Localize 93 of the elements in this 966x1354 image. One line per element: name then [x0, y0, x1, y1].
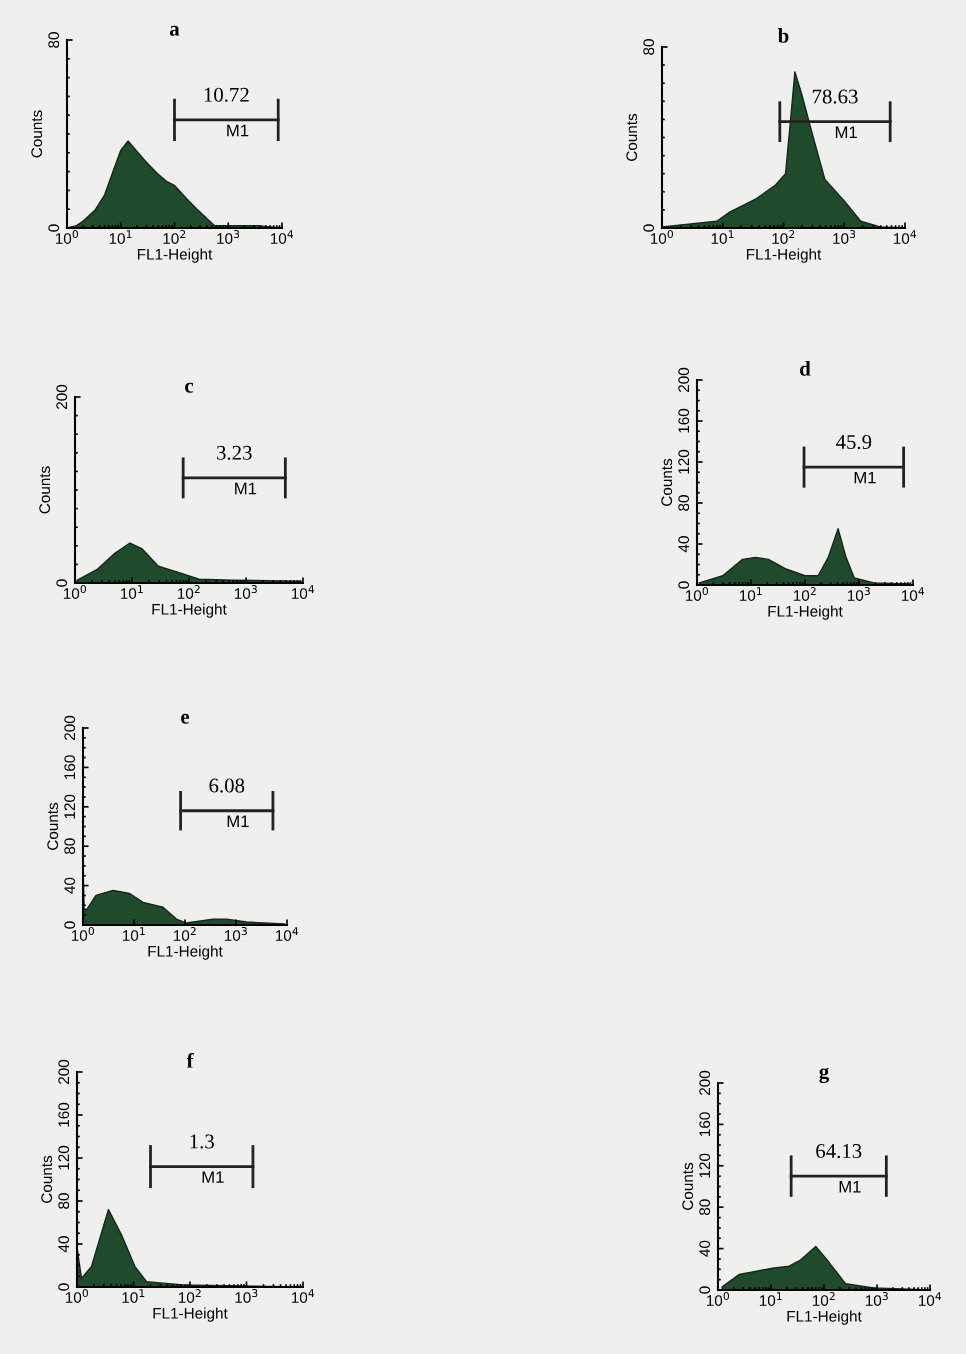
x-axis-title: FL1-Height: [152, 603, 227, 618]
x-tick-label: 10$^{2}$: [178, 1289, 201, 1303]
series-label: M1: [835, 126, 857, 138]
y-tick-label: 200: [58, 1059, 70, 1084]
x-tick-label: 10$^{4}$: [918, 1292, 942, 1306]
x-axis-title: FL1-Height: [148, 945, 223, 960]
annotation: 6.08: [209, 778, 245, 793]
series-label: M1: [235, 482, 257, 495]
y-tick-label: 160: [699, 1112, 711, 1136]
y-tick-label: 0: [58, 1283, 70, 1291]
y-axis-title: Counts: [47, 802, 59, 850]
series-label: M1: [227, 124, 249, 137]
x-tick-label: 10$^{1}$: [120, 585, 143, 599]
x-tick-label: 10$^{4}$: [275, 927, 299, 941]
y-tick-label: 120: [678, 449, 690, 474]
x-axis-title: FL1-Height: [153, 1307, 228, 1322]
annotation: 3.23: [217, 445, 252, 460]
y-tick-label: 80: [643, 39, 655, 55]
annotation: 45.9: [836, 435, 872, 450]
y-axis-title: Counts: [39, 466, 51, 514]
y-axis-title: Counts: [41, 1155, 53, 1203]
y-tick-label: 200: [699, 1070, 711, 1095]
y-tick-label: 0: [643, 224, 655, 232]
chart-title: b: [777, 28, 789, 43]
series-label: M1: [854, 471, 876, 484]
x-tick-label: 10$^{3}$: [833, 230, 856, 244]
x-axis-title: FL1-Height: [768, 605, 843, 620]
y-tick-label: 160: [58, 1102, 70, 1127]
chart-title: a: [169, 25, 180, 36]
series-label: M1: [202, 1171, 224, 1183]
y-tick-label: 80: [678, 495, 690, 511]
x-tick-label: 10$^{1}$: [711, 230, 734, 244]
x-tick-label: 10$^{4}$: [291, 585, 315, 599]
y-tick-label: 40: [699, 1240, 711, 1257]
chart-title: d: [800, 361, 811, 376]
x-tick-label: 10$^{4}$: [893, 230, 917, 244]
x-tick-label: 10$^{2}$: [177, 585, 200, 599]
x-tick-label: 10$^{2}$: [793, 587, 816, 601]
x-tick-label: 10$^{1}$: [122, 927, 145, 941]
x-tick-label: 10$^{3}$: [847, 587, 870, 601]
y-axis-title: Counts: [31, 110, 43, 158]
x-tick-label: 10$^{2}$: [812, 1292, 835, 1306]
x-tick-label: 10$^{4}$: [270, 230, 294, 244]
y-tick-label: 0: [48, 224, 60, 232]
x-tick-label: 10$^{3}$: [865, 1292, 888, 1306]
annotation: 78.63: [812, 89, 858, 104]
x-tick-label: 10$^{3}$: [234, 585, 257, 599]
y-tick-label: 80: [58, 1193, 70, 1209]
series-label: M1: [839, 1180, 861, 1193]
y-tick-label: 200: [56, 384, 68, 409]
x-tick-label: 10$^{3}$: [235, 1289, 258, 1303]
y-tick-label: 80: [48, 32, 60, 48]
y-tick-label: 40: [58, 1236, 70, 1253]
chart-title: g: [819, 1067, 830, 1083]
y-tick-label: 40: [678, 536, 690, 553]
y-tick-label: 40: [64, 877, 76, 894]
y-tick-label: 80: [699, 1199, 711, 1216]
x-tick-label: 10$^{3}$: [224, 927, 247, 941]
y-tick-label: 0: [56, 579, 68, 587]
y-tick-label: 200: [64, 715, 76, 740]
annotation: 10.72: [204, 87, 249, 102]
x-tick-label: 10$^{2}$: [772, 230, 795, 244]
chart-title: c: [185, 382, 194, 393]
x-tick-label: 10$^{4}$: [291, 1289, 315, 1303]
x-tick-label: 10$^{1}$: [759, 1292, 782, 1306]
x-tick-label: 10$^{1}$: [739, 587, 762, 601]
x-tick-label: 10$^{3}$: [217, 230, 240, 244]
y-tick-label: 120: [58, 1145, 70, 1170]
y-axis-title: Counts: [626, 113, 638, 161]
y-tick-label: 120: [64, 794, 76, 819]
y-tick-label: 0: [64, 921, 76, 929]
y-axis-title: Counts: [661, 458, 673, 506]
y-axis-title: Counts: [682, 1162, 694, 1210]
series-label: M1: [227, 815, 249, 827]
annotation: 64.13: [816, 1144, 862, 1159]
chart-title: f: [186, 1052, 194, 1068]
y-tick-label: 80: [64, 838, 76, 855]
x-tick-label: 10$^{2}$: [173, 927, 196, 941]
y-tick-label: 200: [678, 367, 690, 392]
y-tick-label: 160: [64, 755, 76, 779]
x-axis-title: FL1-Height: [746, 248, 822, 263]
chart-title: e: [181, 713, 190, 724]
x-tick-label: 10$^{1}$: [109, 230, 132, 244]
y-tick-label: 160: [678, 408, 690, 433]
x-tick-label: 10$^{4}$: [901, 587, 925, 601]
x-axis-title: FL1-Height: [137, 248, 213, 263]
y-tick-label: 120: [699, 1153, 711, 1178]
x-tick-label: 10$^{2}$: [163, 230, 186, 244]
y-tick-label: 0: [678, 581, 690, 589]
annotation: 1.3: [190, 1134, 214, 1149]
x-tick-label: 10$^{1}$: [122, 1289, 145, 1303]
x-axis-title: FL1-Height: [787, 1310, 862, 1325]
y-tick-label: 0: [699, 1286, 711, 1294]
